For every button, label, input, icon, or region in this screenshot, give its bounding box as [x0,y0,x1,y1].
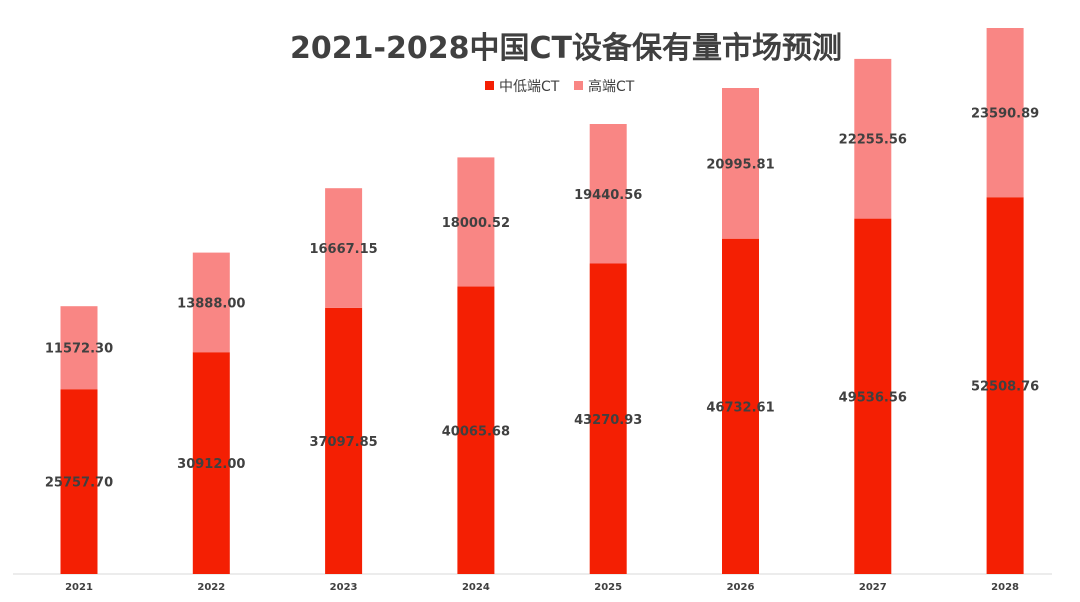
data-label-low-end-ct-2025: 43270.93 [574,413,642,428]
legend-swatch-low-end-ct [485,81,494,90]
bar-high-end-ct-2025 [589,124,627,264]
bar-low-end-ct-2022 [192,352,230,574]
bar-high-end-ct-2027 [854,58,892,219]
bar-low-end-ct-2021 [60,389,98,574]
bar-high-end-ct-2028 [986,28,1024,198]
bar-low-end-ct-2023 [325,307,363,574]
x-tick-label-2021: 2021 [65,582,93,593]
data-label-high-end-ct-2021: 11572.30 [45,342,113,357]
data-labels-group: 25757.70 11572.30 30912.00 13888.00 37097.85… [45,107,1039,491]
data-label-low-end-ct-2027: 49536.56 [839,390,907,405]
data-label-high-end-ct-2027: 22255.56 [839,133,907,148]
x-tick-label-2027: 2027 [859,582,887,593]
legend-label-high-end-ct: 高端CT [588,78,635,95]
bar-high-end-ct-2023 [325,188,363,308]
x-tick-labels-group: 2021 2022 2023 2024 2025 2026 2027 2028 [65,582,1019,593]
x-tick-label-2028: 2028 [991,582,1019,593]
data-label-high-end-ct-2022: 13888.00 [177,296,245,311]
data-label-high-end-ct-2026: 20995.81 [706,157,774,172]
data-label-high-end-ct-2028: 23590.89 [971,107,1039,122]
data-label-low-end-ct-2022: 30912.00 [177,457,245,472]
legend-label-low-end-ct: 中低端CT [499,79,560,95]
bar-high-end-ct-2026 [722,88,759,239]
bars-group [60,28,1024,574]
x-tick-label-2026: 2026 [727,582,755,593]
data-label-low-end-ct-2026: 46732.61 [706,400,774,415]
bar-low-end-ct-2027 [854,218,892,574]
bar-high-end-ct-2024 [457,157,495,287]
x-tick-label-2023: 2023 [330,582,358,593]
x-tick-label-2025: 2025 [594,582,622,593]
data-label-low-end-ct-2028: 52508.76 [971,380,1039,395]
bar-high-end-ct-2022 [192,252,230,353]
bar-low-end-ct-2028 [986,197,1024,574]
x-tick-label-2024: 2024 [462,582,490,593]
chart-title: 2021-2028中国CT设备保有量市场预测 [290,31,842,66]
x-tick-label-2022: 2022 [197,582,225,593]
bar-high-end-ct-2021 [60,306,98,390]
data-label-low-end-ct-2021: 25757.70 [45,476,113,491]
legend: 中低端CT 高端CT [485,78,635,95]
bar-low-end-ct-2024 [457,286,495,574]
data-label-high-end-ct-2023: 16667.15 [309,242,377,257]
legend-swatch-high-end-ct [574,81,583,90]
data-label-high-end-ct-2025: 19440.56 [574,188,642,203]
data-label-low-end-ct-2024: 40065.68 [442,424,510,439]
data-label-high-end-ct-2024: 18000.52 [442,216,510,231]
bar-low-end-ct-2025 [589,263,627,574]
bar-low-end-ct-2026 [722,238,759,574]
data-label-low-end-ct-2023: 37097.85 [309,435,377,450]
